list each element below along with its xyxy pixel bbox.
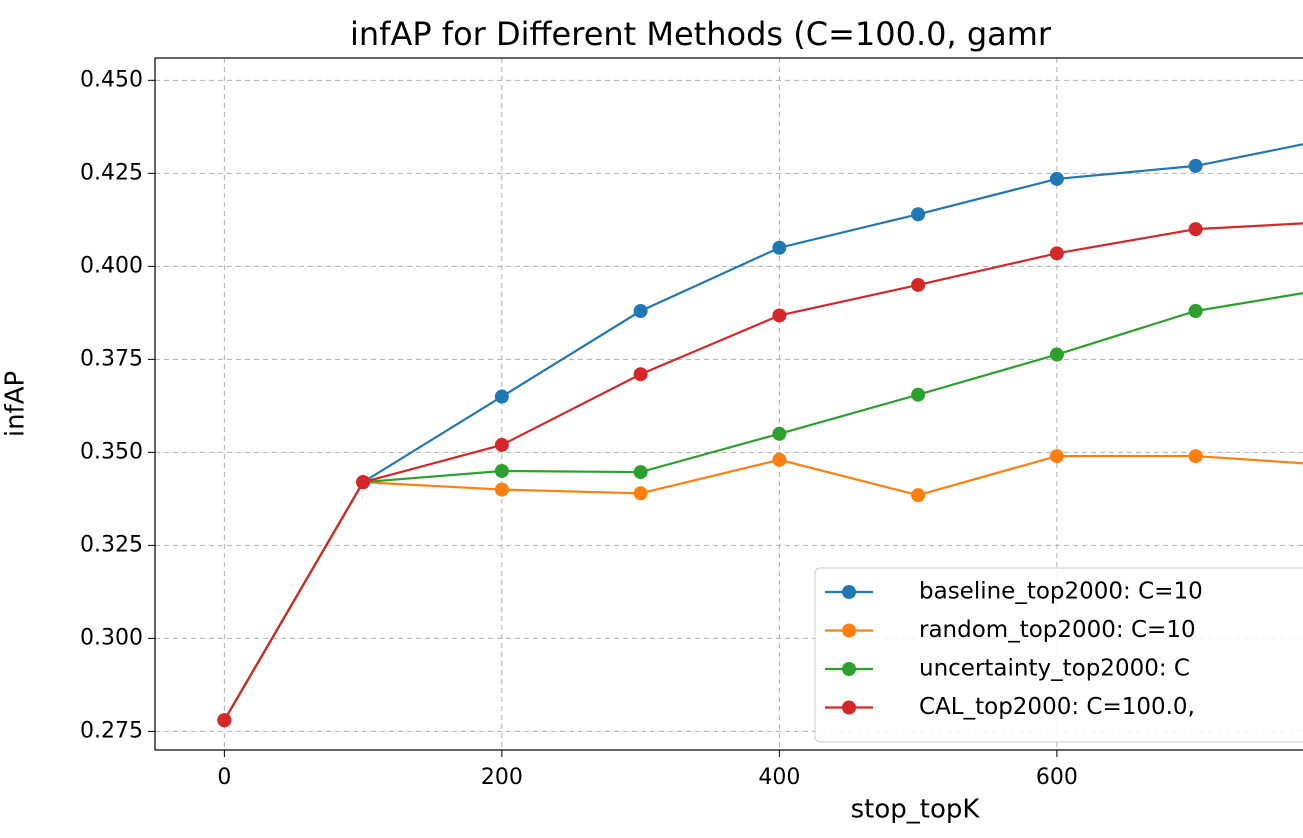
data-point [1049,246,1064,261]
legend-box [814,567,1303,743]
x-tick-label: 400 [758,765,800,790]
y-tick-label: 0.425 [80,160,143,185]
legend-marker [842,585,856,599]
data-point [1049,449,1064,464]
data-point [772,452,787,467]
data-point [1188,449,1203,464]
legend-label: baseline_top2000: C=10 [919,579,1203,605]
data-point [911,277,926,292]
data-point [217,713,232,728]
data-point [772,308,787,323]
legend-label: uncertainty_top2000: C [919,656,1190,682]
y-axis-label: infAP [1,371,31,437]
data-point [911,387,926,402]
data-point [911,207,926,222]
x-tick-label: 0 [217,765,231,790]
x-axis-label: stop_topK [851,795,981,825]
data-point [772,426,787,441]
legend-marker [842,700,856,715]
y-tick-label: 0.275 [80,718,143,743]
y-tick-label: 0.350 [80,439,143,464]
y-tick-label: 0.325 [80,532,143,557]
y-tick-label: 0.400 [80,253,143,278]
data-point [633,303,648,318]
data-point [494,389,509,404]
data-point [494,463,509,478]
data-point [494,482,509,497]
y-tick-label: 0.375 [80,346,143,371]
legend-marker [842,662,856,676]
x-tick-label: 200 [481,765,523,790]
data-point [633,465,648,480]
x-tick-label: 600 [1036,765,1078,790]
y-tick-label: 0.450 [80,67,143,92]
data-point [772,240,787,255]
data-point [633,367,648,382]
legend-marker [842,623,856,638]
plot-frame [154,57,1303,751]
data-point [1188,303,1203,318]
legend-label: CAL_top2000: C=100.0, [919,694,1195,720]
data-point [494,437,509,452]
legend-label: random_top2000: C=10 [919,617,1196,643]
data-point [633,486,648,501]
data-point [1049,171,1064,186]
data-point [356,475,371,490]
data-point [1188,158,1203,173]
data-point [1049,347,1064,362]
chart-title: infAP for Different Methods (C=100.0, ga… [350,15,1052,53]
y-tick-label: 0.300 [80,625,143,650]
data-point [1188,222,1203,237]
data-point [911,488,926,503]
